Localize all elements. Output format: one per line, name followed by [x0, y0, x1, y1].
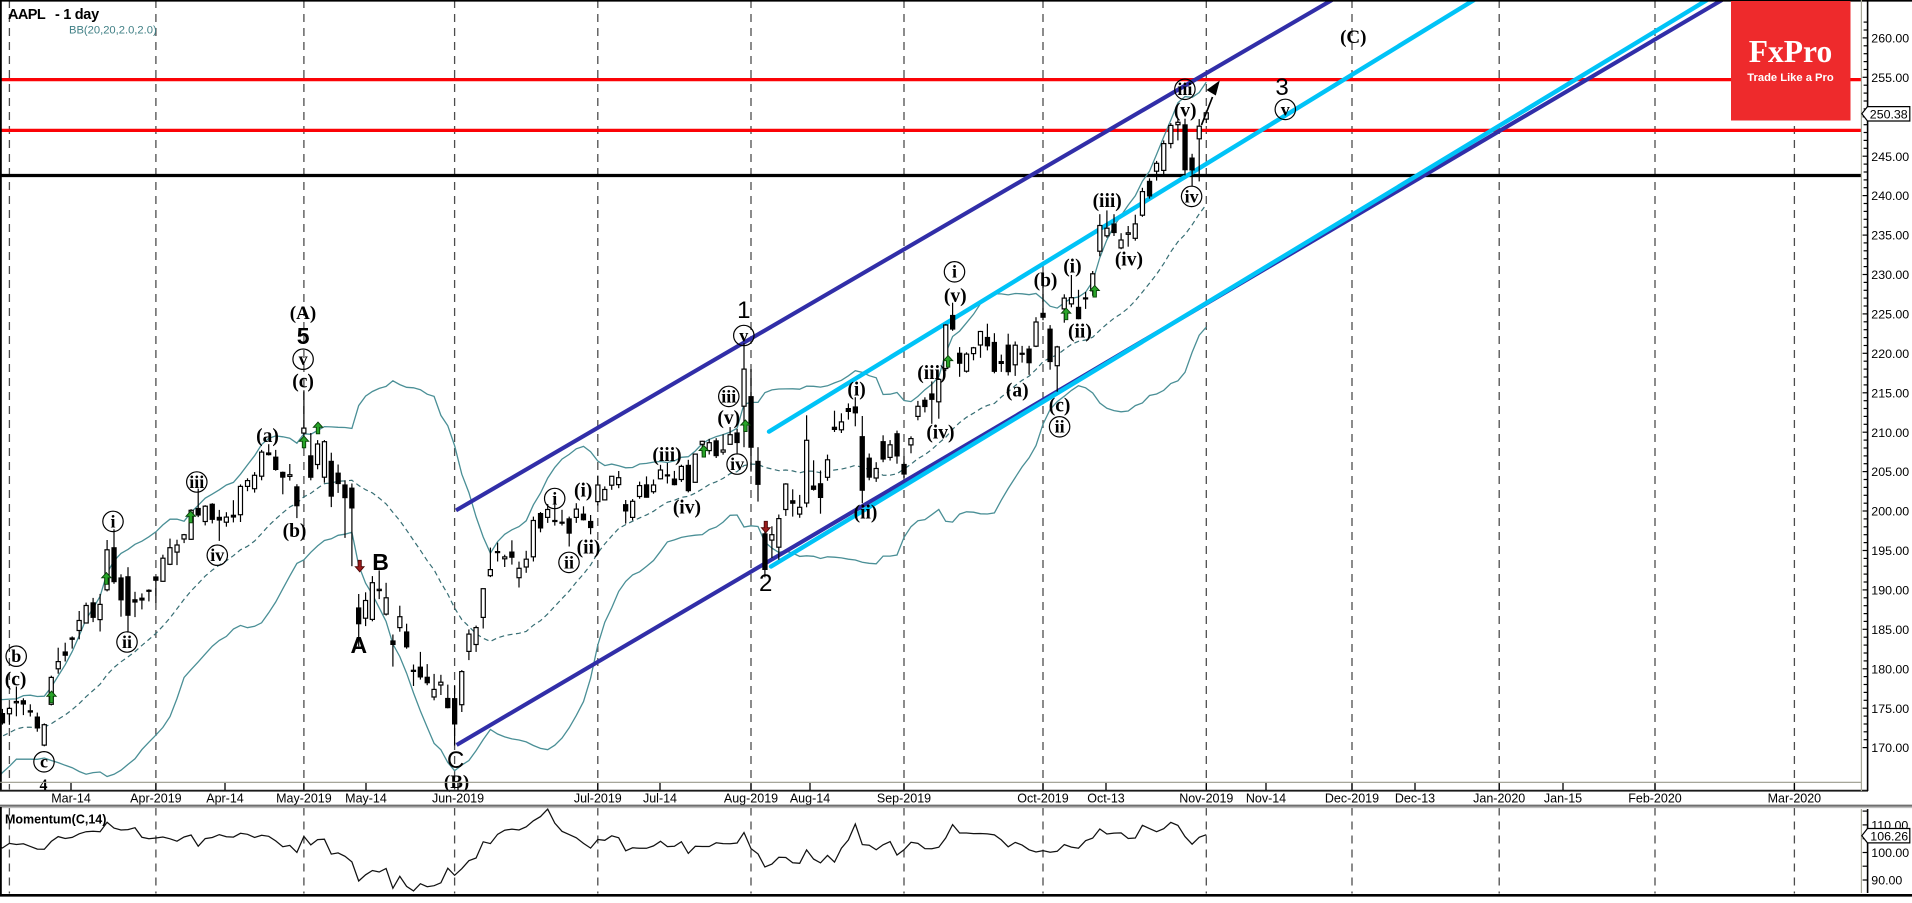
svg-text:(A): (A): [290, 303, 316, 324]
svg-text:Nov-14: Nov-14: [1246, 792, 1286, 806]
svg-text:B: B: [372, 549, 389, 575]
svg-text:iv: iv: [730, 454, 744, 474]
svg-text:Oct-2019: Oct-2019: [1017, 792, 1068, 806]
svg-text:(iv): (iv): [926, 423, 954, 444]
svg-text:Nov-2019: Nov-2019: [1179, 792, 1233, 806]
svg-text:185.00: 185.00: [1871, 623, 1909, 637]
svg-text:235.00: 235.00: [1871, 229, 1909, 243]
svg-text:200.00: 200.00: [1871, 505, 1909, 519]
svg-text:3: 3: [1275, 74, 1288, 101]
svg-text:v: v: [739, 325, 748, 345]
svg-text:BB(20,20,2.0,2.0): BB(20,20,2.0,2.0): [69, 25, 157, 37]
svg-text:180.00: 180.00: [1871, 662, 1909, 676]
svg-text:Jun-2019: Jun-2019: [432, 792, 484, 806]
svg-text:Jan-15: Jan-15: [1544, 792, 1582, 806]
svg-text:iii: iii: [1177, 79, 1192, 99]
svg-text:2: 2: [759, 570, 772, 597]
svg-text:(iv): (iv): [1115, 250, 1143, 271]
svg-text:(v): (v): [717, 408, 740, 429]
svg-text:106.26: 106.26: [1870, 829, 1908, 843]
svg-text:(c): (c): [5, 670, 27, 691]
svg-text:iv: iv: [1185, 186, 1199, 206]
svg-text:AAPL: AAPL: [8, 7, 46, 23]
svg-text:175.00: 175.00: [1871, 702, 1909, 716]
svg-text:A: A: [350, 632, 367, 658]
svg-text:Oct-13: Oct-13: [1087, 792, 1125, 806]
svg-text:FxPro: FxPro: [1749, 34, 1832, 69]
svg-text:(c): (c): [292, 372, 314, 393]
svg-text:b: b: [11, 646, 21, 666]
svg-text:Jul-2019: Jul-2019: [574, 792, 622, 806]
svg-text:ii: ii: [564, 552, 574, 572]
svg-text:215.00: 215.00: [1871, 386, 1909, 400]
svg-text:Sep-2019: Sep-2019: [877, 792, 931, 806]
svg-text:(b): (b): [1034, 271, 1058, 292]
svg-text:ii: ii: [122, 632, 132, 652]
svg-text:195.00: 195.00: [1871, 544, 1909, 558]
svg-text:c: c: [40, 752, 48, 772]
svg-text:(C): (C): [1340, 27, 1366, 48]
svg-text:iii: iii: [721, 386, 736, 406]
svg-text:245.00: 245.00: [1871, 150, 1909, 164]
svg-text:ii: ii: [1055, 417, 1065, 437]
svg-text:Aug-2019: Aug-2019: [724, 792, 778, 806]
svg-text:(ii): (ii): [577, 538, 601, 559]
svg-text:Feb-2020: Feb-2020: [1628, 792, 1682, 806]
svg-text:(iii): (iii): [917, 363, 946, 384]
svg-text:v: v: [1281, 99, 1290, 119]
svg-text:(a): (a): [1006, 380, 1029, 401]
svg-text:(iii): (iii): [652, 445, 681, 466]
svg-text:v: v: [299, 349, 308, 369]
svg-text:(i): (i): [847, 380, 865, 401]
svg-text:(c): (c): [1049, 396, 1071, 417]
svg-text:(v): (v): [1174, 101, 1197, 122]
svg-text:Dec-13: Dec-13: [1395, 792, 1435, 806]
svg-text:i: i: [552, 488, 557, 508]
svg-text:Dec-2019: Dec-2019: [1325, 792, 1379, 806]
svg-text:iii: iii: [189, 472, 204, 492]
svg-text:240.00: 240.00: [1871, 189, 1909, 203]
svg-text:Jul-14: Jul-14: [643, 792, 677, 806]
svg-text:220.00: 220.00: [1871, 347, 1909, 361]
svg-text:May-14: May-14: [345, 792, 387, 806]
svg-text:260.00: 260.00: [1871, 32, 1909, 46]
svg-text:(i): (i): [1063, 256, 1081, 277]
svg-text:Apr-14: Apr-14: [206, 792, 244, 806]
svg-text:(b): (b): [283, 521, 307, 542]
svg-text:250.38: 250.38: [1870, 107, 1908, 121]
svg-text:(i): (i): [574, 481, 592, 502]
svg-text:(ii): (ii): [1068, 321, 1092, 342]
svg-text:(ii): (ii): [854, 502, 878, 523]
svg-text:225.00: 225.00: [1871, 308, 1909, 322]
svg-text:May-2019: May-2019: [276, 792, 332, 806]
svg-text:210.00: 210.00: [1871, 426, 1909, 440]
svg-text:255.00: 255.00: [1871, 71, 1909, 85]
svg-text:Trade Like a Pro: Trade Like a Pro: [1747, 72, 1834, 84]
svg-text:C: C: [447, 747, 464, 774]
svg-text:230.00: 230.00: [1871, 268, 1909, 282]
svg-text:100.00: 100.00: [1871, 846, 1909, 860]
svg-text:Aug-14: Aug-14: [790, 792, 830, 806]
svg-text:(a): (a): [256, 426, 279, 447]
svg-text:(v): (v): [944, 286, 967, 307]
svg-text:i: i: [110, 511, 115, 531]
svg-text:Jan-2020: Jan-2020: [1473, 792, 1525, 806]
svg-text:- 1 day: - 1 day: [55, 7, 99, 23]
svg-text:iv: iv: [210, 545, 224, 565]
svg-text:i: i: [952, 262, 957, 282]
svg-text:4: 4: [40, 777, 48, 794]
svg-text:90.00: 90.00: [1871, 874, 1902, 888]
svg-text:170.00: 170.00: [1871, 741, 1909, 755]
svg-text:(iv): (iv): [673, 497, 701, 518]
svg-text:Mar-2020: Mar-2020: [1768, 792, 1822, 806]
svg-text:Momentum(C,14): Momentum(C,14): [5, 813, 106, 827]
svg-text:5: 5: [297, 323, 310, 349]
svg-text:Mar-14: Mar-14: [51, 792, 91, 806]
svg-text:205.00: 205.00: [1871, 465, 1909, 479]
svg-text:190.00: 190.00: [1871, 584, 1909, 598]
svg-text:(iii): (iii): [1093, 191, 1122, 212]
svg-text:Apr-2019: Apr-2019: [130, 792, 181, 806]
svg-text:1: 1: [737, 297, 750, 324]
